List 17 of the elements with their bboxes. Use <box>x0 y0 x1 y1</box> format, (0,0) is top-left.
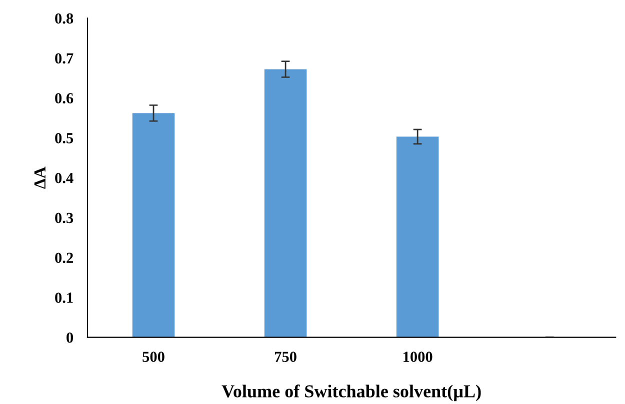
y-tick-label: 0.1 <box>55 292 73 303</box>
bar <box>264 69 307 338</box>
x-axis-title: Volume of Switchable solvent(µL) <box>222 384 481 402</box>
y-tick-label: 0.6 <box>55 93 74 104</box>
x-tick-label: 750 <box>274 352 296 362</box>
y-axis-title: ΔA <box>34 166 46 189</box>
y-tick-label: 0.4 <box>55 172 74 184</box>
y-tick-label: 0.3 <box>55 212 74 224</box>
x-tick-label: 500 <box>142 352 164 362</box>
y-tick-label: 0.7 <box>55 53 74 64</box>
y-tick-label: 0 <box>66 332 74 343</box>
x-tick-label: 1000 <box>404 352 432 362</box>
y-tick-label: 0.5 <box>55 133 74 144</box>
y-tick-label: 0.2 <box>55 252 73 264</box>
y-tick-label: 0.8 <box>55 13 74 24</box>
bar <box>396 136 439 338</box>
bar <box>132 113 175 338</box>
